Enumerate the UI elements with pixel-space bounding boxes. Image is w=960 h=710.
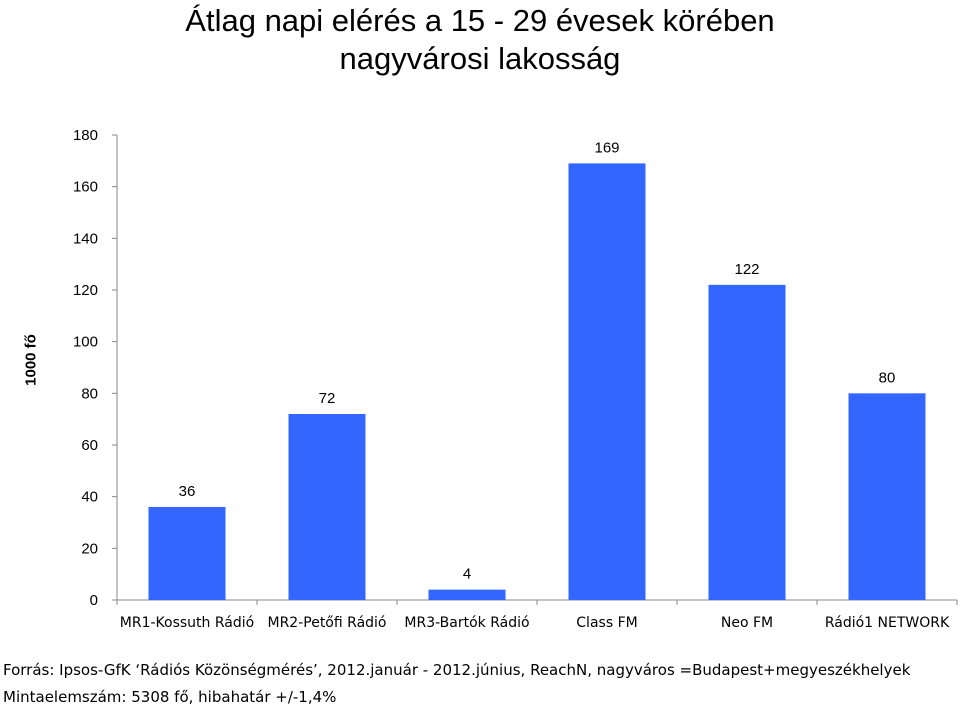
y-tick-label: 160 (73, 179, 98, 196)
data-label: 169 (594, 139, 619, 156)
bar (708, 284, 786, 600)
y-tick-label: 120 (73, 282, 98, 299)
bar (848, 393, 926, 600)
y-tick-label: 40 (81, 489, 98, 506)
data-label: 36 (179, 483, 196, 500)
y-tick-label: 20 (81, 540, 98, 557)
x-tick-label: MR1-Kossuth Rádió (120, 615, 254, 631)
bar-chart: 0 20 40 60 80 100 120 140 160 180 36 MR1-Kossuth Rá… (73, 127, 958, 631)
y-tick-label: 180 (73, 127, 98, 144)
bar (148, 507, 226, 600)
data-label: 80 (879, 369, 896, 386)
sample-note: Mintaelemszám: 5308 fő, hibahatár +/-1,4… (3, 688, 337, 706)
x-tick-label: MR2-Petőfi Rádió (268, 615, 387, 631)
data-label: 72 (319, 390, 336, 407)
chart-subtitle: nagyvárosi lakosság (339, 41, 621, 76)
y-tick-label: 140 (73, 230, 98, 247)
chart-title: Átlag napi elérés a 15 - 29 évesek köréb… (185, 3, 775, 38)
bar (428, 589, 506, 600)
y-tick-label: 100 (73, 334, 98, 351)
x-tick-label: Class FM (576, 615, 637, 631)
bar (288, 414, 366, 600)
x-tick-label: Rádió1 NETWORK (825, 615, 950, 631)
data-label: 122 (734, 261, 759, 278)
y-tick-label: 60 (81, 437, 98, 454)
x-tick-label: MR3-Bartók Rádió (404, 615, 529, 631)
y-tick-label: 80 (81, 385, 98, 402)
y-axis-label: 1000 fő (22, 334, 40, 386)
data-label: 4 (463, 566, 471, 583)
source-note: Forrás: Ipsos-GfK ‘Rádiós Közönségmérés’… (3, 661, 911, 679)
y-tick-label: 0 (90, 592, 98, 609)
bar (568, 163, 646, 600)
x-tick-label: Neo FM (721, 615, 773, 631)
